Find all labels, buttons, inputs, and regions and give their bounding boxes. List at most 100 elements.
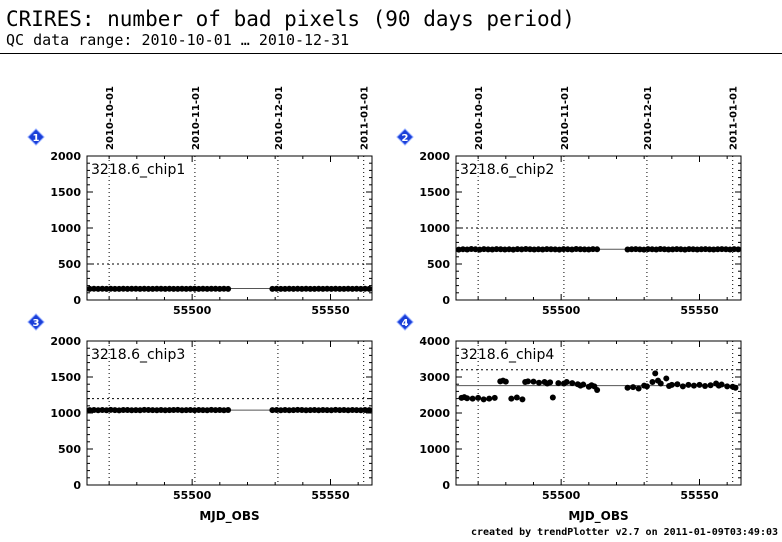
y-tick-label: 500 (58, 443, 81, 456)
data-point (282, 285, 289, 292)
data-point (485, 246, 492, 253)
date-tick-label: 2010-10-01 (474, 86, 485, 150)
data-point (501, 246, 508, 253)
data-point (294, 285, 301, 292)
data-point (707, 382, 714, 389)
data-point (183, 407, 190, 414)
data-point (319, 285, 326, 292)
data-point (294, 406, 301, 413)
data-point (199, 407, 206, 414)
data-point (469, 395, 476, 402)
y-tick-label: 4000 (419, 335, 450, 348)
badge-number: 3 (33, 318, 40, 329)
data-point (668, 381, 675, 388)
data-point (663, 375, 670, 382)
badge-number: 4 (402, 318, 409, 329)
y-tick-label: 0 (442, 294, 450, 307)
data-point (212, 407, 219, 414)
y-tick-label: 2000 (50, 335, 81, 348)
x-tick-label: 55550 (311, 304, 350, 317)
y-tick-label: 0 (73, 479, 81, 492)
data-point (594, 246, 601, 253)
chart-panel-3: 0 500 1000 1500 2000 55500 55550 3218.6_chip3 3 M… (27, 313, 373, 524)
data-point (179, 407, 185, 414)
data-point (336, 285, 343, 292)
data-point (128, 285, 135, 292)
panel-badge-icon: 1 (27, 128, 45, 146)
data-point (86, 285, 93, 292)
chart-title: CRIRES: number of bad pixels (90 days pe… (6, 7, 575, 31)
badge-diamond (27, 128, 45, 146)
data-point (581, 246, 588, 253)
data-point (491, 394, 498, 401)
data-point (685, 381, 692, 388)
y-tick-label: 3000 (419, 371, 450, 384)
data-point (555, 380, 562, 387)
data-point (303, 285, 310, 292)
data-point (132, 285, 139, 292)
data-point (99, 407, 106, 414)
date-tick-label: 2011-01-01 (360, 86, 371, 150)
data-point (311, 285, 318, 292)
data-point (111, 285, 118, 292)
x-axis-label: MJD_OBS (568, 509, 628, 524)
x-tick-label: 55550 (680, 304, 719, 317)
data-point (594, 386, 601, 393)
data-point (340, 285, 347, 292)
data-point (298, 407, 305, 414)
chart-subtitle: QC data range: 2010-10-01 … 2010-12-31 (6, 31, 350, 49)
chart-panel-2: 2010-10-01 2010-11-01 2010-12-01 2011-01-01… (396, 86, 742, 317)
badge-number: 1 (33, 133, 40, 144)
data-point (543, 246, 550, 253)
data-point (149, 407, 156, 414)
data-point (649, 379, 656, 386)
data-point (674, 381, 681, 388)
date-tick-label: 2010-12-01 (274, 86, 285, 150)
data-point (315, 285, 322, 292)
footer-credit: created by trendPlotter v2.7 on 2011-01-… (470, 527, 778, 538)
data-point (120, 285, 127, 292)
data-point (141, 406, 148, 413)
data-point (475, 394, 482, 401)
data-point (519, 396, 526, 403)
panel-label: 3218.6_chip2 (460, 162, 554, 178)
data-point (286, 285, 293, 292)
data-point (696, 381, 703, 388)
chart-panel-1: 2010-10-01 2010-11-01 2010-12-01 2011-01-01… (27, 86, 373, 317)
y-tick-label: 0 (442, 479, 450, 492)
data-point (170, 407, 177, 414)
y-tick-label: 1500 (50, 186, 81, 199)
data-point (577, 246, 584, 253)
data-point (153, 285, 160, 292)
data-point (307, 407, 314, 414)
data-point (174, 285, 181, 292)
badge-diamond (396, 128, 414, 146)
data-point (535, 246, 542, 253)
data-point (718, 381, 725, 388)
data-point (353, 285, 360, 292)
data-point (508, 395, 515, 402)
y-tick-label: 500 (58, 258, 81, 271)
data-point (624, 384, 631, 391)
data-point (580, 381, 587, 388)
data-point (332, 285, 339, 292)
data-point (107, 285, 114, 292)
x-axis-label: MJD_OBS (199, 509, 259, 524)
data-point (630, 384, 637, 391)
date-tick-label: 2010-11-01 (191, 86, 202, 150)
data-point (564, 246, 571, 253)
data-point (502, 378, 509, 385)
data-point (524, 378, 531, 385)
data-point (560, 246, 567, 253)
data-point (86, 407, 93, 414)
data-point (328, 285, 335, 292)
data-point (216, 285, 223, 292)
date-tick-label: 2010-10-01 (105, 86, 116, 150)
data-point (99, 285, 106, 292)
y-tick-label: 1500 (419, 186, 450, 199)
data-point (735, 246, 742, 253)
x-tick-label: 55500 (173, 489, 212, 502)
data-point (273, 285, 280, 292)
data-point (166, 407, 173, 414)
y-tick-label: 2000 (419, 407, 450, 420)
